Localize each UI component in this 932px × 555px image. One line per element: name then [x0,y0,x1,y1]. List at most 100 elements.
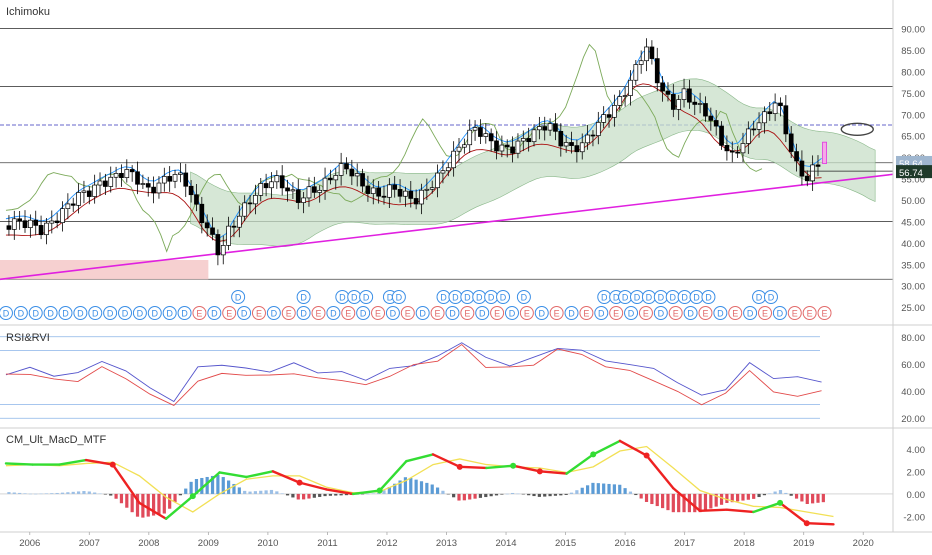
candle-body [515,140,521,154]
candle-body [392,184,398,190]
candle-body [103,180,108,187]
macd-cross-dot [643,452,650,459]
dividend-marker-label: D [658,293,665,303]
macd-histogram-bar [264,490,268,494]
dividend-marker-label: D [687,309,694,319]
macd-histogram-bar [612,484,616,494]
candle-body [86,190,92,197]
candle-body [574,145,580,153]
candle-body [60,208,65,224]
candle-body [815,164,821,167]
candle-body [188,185,194,196]
candle-body [17,218,22,222]
macd-histogram-bar [60,492,65,494]
macd-histogram-bar [468,493,472,500]
candle-body [772,102,778,115]
macd-histogram-bar [125,493,129,508]
candle-body [553,123,558,132]
macd-line-segment [4,462,34,466]
dividend-marker [534,306,549,320]
rsi-y-tick-label: 20.00 [901,414,925,425]
price-y-tick-label: 50.00 [901,196,925,207]
candle-body [349,168,355,177]
rsi-y-tick-label: 80.00 [901,333,925,344]
candle-body [28,219,33,228]
dividend-marker-label: D [777,309,784,319]
earnings-marker [281,306,296,320]
dividend-marker [296,290,311,304]
candle-body [381,195,387,198]
macd-histogram-bar [114,493,118,499]
last-candle [822,141,827,164]
earnings-marker [758,306,773,320]
dividend-marker [359,290,374,304]
dividend-marker-label: D [241,309,248,319]
macd-histogram-bar [703,493,708,511]
candle-body [258,183,264,196]
macd-histogram-bar [709,493,713,509]
dividend-marker [88,306,103,320]
candle-body [306,186,312,199]
candle-body [92,184,98,197]
rvi-series-line [5,343,822,406]
macd-histogram-bar [425,482,429,494]
dividend-marker [701,290,716,304]
candle-body [478,127,483,137]
earnings-marker [371,306,386,320]
macd-histogram-bar [521,493,525,495]
candle-body [135,171,140,185]
dividend-marker-label: D [32,309,39,319]
macd-histogram-bar [768,493,772,494]
rsi-panel[interactable] [0,336,822,419]
dividend-marker-label: D [539,309,546,319]
macd-histogram-bar [109,493,113,496]
candle-body [108,176,114,187]
candle-body [424,188,430,191]
candle-body [435,172,440,189]
candle-body [119,173,124,179]
dividend-marker-label: D [351,293,358,303]
candle-body [226,225,231,246]
earnings-marker [460,306,475,320]
candle-body [670,94,676,110]
macd-histogram-bar [168,493,172,509]
price-y-tick-label: 55.00 [901,175,925,186]
macd-histogram-bar [441,490,445,494]
candle-body [595,122,601,136]
candle-body [617,96,623,106]
earnings-marker [817,306,832,320]
earnings-marker [668,306,683,320]
candle-body [719,125,724,146]
candle-body [279,175,285,189]
macd-line-segment [218,471,248,479]
earnings-marker [519,306,534,320]
candle-body [124,169,130,179]
macd-histogram-bar [811,493,815,504]
macd-histogram-bar [435,487,440,494]
price-panel[interactable]: D D D D D D D D D D D D D D D D D D D D D D D D D DD D D D D D D D D D D D D E… [0,28,894,320]
earnings-marker [490,306,505,320]
candle-body [810,164,815,182]
macd-histogram-bar [39,493,43,495]
macd-cross-dot [536,468,543,475]
dividend-marker-label: D [18,309,25,319]
macd-histogram-bar [719,493,724,505]
earnings-marker-label: E [315,309,321,319]
macd-histogram-bar [151,493,156,516]
dividend-marker-label: D [449,309,456,319]
candle-body [295,189,301,203]
macd-histogram-bar [221,477,225,494]
macd-histogram-bar [462,493,466,501]
earnings-marker [192,306,207,320]
macd-histogram-bar [178,493,182,496]
candle-body [558,130,564,147]
macd-line-segment [138,501,168,520]
macd-histogram-bar [500,493,504,495]
macd-histogram-bar [580,487,584,494]
macd-panel[interactable] [0,439,893,527]
candle-body [338,163,344,176]
macd-histogram-bar [28,493,32,495]
earnings-marker [609,306,624,320]
macd-histogram-bar [532,493,536,497]
